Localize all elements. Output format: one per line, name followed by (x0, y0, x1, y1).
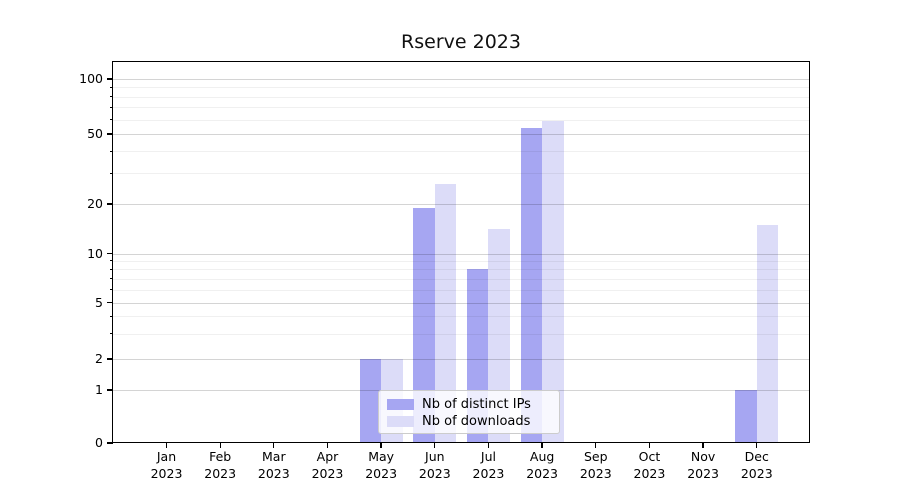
y-tick-label-0: 0 (95, 435, 103, 450)
plot-area-frame (112, 61, 810, 443)
x-tick-mark-mar (273, 443, 275, 448)
x-tick-label-aug: Aug 2023 (526, 449, 559, 481)
gridline-minor-9 (113, 260, 809, 262)
gridline-major-20 (113, 204, 809, 205)
gridline-minor-6 (113, 289, 809, 291)
x-tick-label-jul: Jul 2023 (472, 449, 505, 481)
y-tick-label-1: 1 (95, 382, 103, 397)
bar-nb-of-distinct-ips-jun (413, 207, 435, 442)
legend-swatch-downloads (387, 415, 414, 427)
x-tick-mark-oct (648, 443, 651, 448)
y-minor-tick-mark-6 (110, 289, 113, 291)
gridline-minor-4 (113, 316, 809, 318)
x-tick-label-may: May 2023 (365, 449, 398, 481)
x-tick-label-sep: Sep 2023 (579, 449, 612, 481)
gridline-minor-90 (113, 87, 809, 89)
x-tick-mark-sep (595, 443, 597, 448)
x-tick-mark-nov (702, 443, 704, 448)
bar-nb-of-downloads-jul (488, 229, 510, 442)
x-tick-label-feb: Feb 2023 (204, 449, 237, 481)
y-tick-mark-2 (107, 358, 113, 360)
y-tick-mark-5 (107, 301, 113, 304)
bar-nb-of-distinct-ips-dec (735, 390, 757, 442)
y-minor-tick-mark-3 (110, 333, 113, 335)
y-tick-label-100: 100 (79, 71, 103, 86)
y-minor-tick-mark-90 (110, 86, 113, 88)
gridline-minor-40 (113, 151, 809, 153)
gridline-minor-3 (113, 333, 809, 335)
y-tick-label-2: 2 (95, 351, 103, 366)
legend: Nb of distinct IPs Nb of downloads (378, 390, 560, 434)
bar-nb-of-downloads-dec (756, 224, 779, 442)
y-tick-label-5: 5 (95, 294, 103, 310)
gridline-major-2 (113, 359, 809, 360)
gridline-major-5 (113, 302, 809, 304)
legend-label-downloads: Nb of downloads (422, 413, 531, 429)
gridline-major-100 (113, 79, 809, 80)
x-tick-label-dec: Dec 2023 (740, 449, 773, 481)
y-minor-tick-mark-40 (110, 150, 113, 152)
bar-nb-of-distinct-ips-may (359, 359, 382, 442)
x-tick-mark-dec (756, 443, 758, 448)
y-tick-mark-1 (107, 389, 113, 391)
y-tick-label-20: 20 (87, 196, 103, 211)
y-minor-tick-mark-9 (110, 260, 113, 262)
gridline-major-10 (113, 253, 809, 255)
y-tick-label-10: 10 (87, 245, 103, 261)
y-minor-tick-mark-30 (110, 172, 113, 174)
gridline-minor-60 (113, 119, 809, 121)
gridline-major-50 (113, 134, 809, 135)
x-tick-mark-jan (165, 443, 168, 448)
x-tick-label-jan: Jan 2023 (150, 449, 183, 481)
bar-nb-of-downloads-jun (434, 183, 457, 442)
bar-nb-of-distinct-ips-aug (520, 127, 543, 442)
y-minor-tick-mark-80 (110, 96, 113, 98)
x-tick-label-apr: Apr 2023 (311, 449, 344, 481)
x-tick-mark-apr (326, 443, 329, 448)
y-minor-tick-mark-60 (110, 119, 113, 121)
legend-swatch-distinct-ips (387, 398, 414, 410)
gridline-minor-8 (113, 269, 809, 271)
y-minor-tick-mark-7 (110, 278, 113, 280)
x-tick-mark-aug (541, 443, 543, 448)
gridline-minor-30 (113, 173, 809, 175)
legend-entry-downloads: Nb of downloads (387, 413, 551, 429)
y-tick-mark-20 (107, 203, 113, 205)
legend-entry-distinct-ips: Nb of distinct IPs (387, 396, 551, 412)
y-minor-tick-mark-70 (110, 106, 113, 108)
x-tick-label-jun: Jun 2023 (418, 449, 451, 481)
x-tick-label-mar: Mar 2023 (257, 449, 290, 481)
gridline-minor-70 (113, 107, 809, 109)
y-minor-tick-mark-8 (110, 268, 113, 270)
x-tick-mark-jul (487, 443, 490, 448)
gridline-minor-7 (113, 278, 809, 280)
chart-title: Rserve 2023 (401, 31, 521, 53)
x-tick-mark-feb (219, 443, 221, 448)
gridline-minor-80 (113, 96, 809, 98)
y-tick-mark-100 (107, 78, 113, 80)
x-tick-mark-jun (434, 443, 436, 448)
bar-nb-of-downloads-aug (542, 120, 564, 442)
y-tick-mark-0 (107, 442, 113, 444)
x-tick-mark-may (380, 443, 382, 448)
legend-label-distinct-ips: Nb of distinct IPs (422, 396, 531, 412)
y-minor-tick-mark-4 (110, 315, 113, 317)
y-tick-mark-10 (107, 252, 113, 255)
x-tick-label-nov: Nov 2023 (687, 449, 719, 481)
y-tick-mark-50 (107, 133, 113, 135)
x-tick-label-oct: Oct 2023 (633, 449, 666, 481)
y-tick-label-50: 50 (87, 126, 103, 141)
